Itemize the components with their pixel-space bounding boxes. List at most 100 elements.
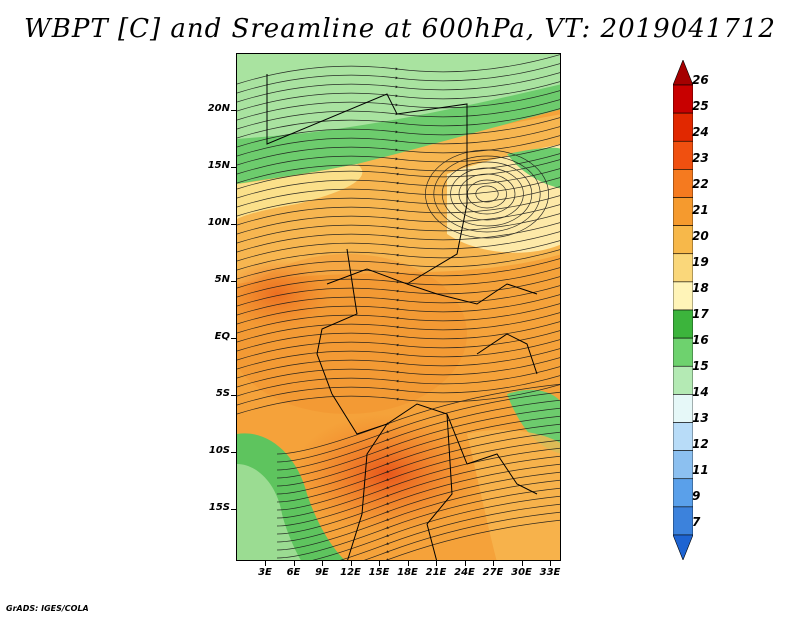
legend-swatch (673, 112, 693, 142)
streamline (237, 144, 560, 175)
legend-label: 16 (692, 333, 709, 347)
streamline (237, 330, 560, 361)
streamline (276, 407, 560, 479)
streamline (312, 495, 560, 560)
streamline (237, 81, 560, 112)
longitude-label: 33E (539, 567, 561, 578)
streamline (276, 415, 560, 487)
streamline (237, 186, 560, 217)
legend-swatch (673, 506, 693, 536)
latitude-label: 5S (215, 388, 230, 399)
legend-swatch (673, 169, 693, 198)
streamline (276, 391, 560, 463)
streamline (237, 168, 560, 199)
latitude-tick (231, 224, 236, 225)
legend-label: 21 (692, 203, 709, 217)
legend-swatch (673, 84, 693, 114)
streamline (237, 366, 560, 397)
legend-label: 13 (692, 411, 709, 425)
streamline (425, 149, 549, 239)
country-borders (266, 74, 538, 560)
longitude-label: 15E (368, 567, 390, 578)
legend-swatch (673, 253, 693, 283)
credit-text: GrADS: IGES/COLA (6, 604, 89, 613)
streamline (340, 503, 560, 560)
legend-label: 17 (692, 307, 709, 321)
streamline (237, 126, 560, 157)
streamline (237, 90, 560, 121)
streamline (433, 155, 541, 233)
field-north-yellow (237, 164, 363, 219)
legend-swatch (673, 478, 693, 508)
longitude-tick (265, 561, 266, 566)
legend-swatch (673, 309, 693, 339)
legend-label: 24 (692, 125, 709, 139)
longitude-tick (464, 561, 466, 566)
latitude-label: 15N (207, 160, 230, 171)
legend-swatch (673, 450, 693, 480)
streamline (237, 135, 560, 166)
streamlines (237, 54, 560, 560)
latitude-tick (231, 338, 236, 339)
legend-label: 11 (692, 463, 709, 477)
longitude-label: 6E (286, 567, 301, 578)
map-field (237, 54, 560, 560)
streamline (237, 54, 560, 85)
field-se-light (467, 429, 560, 560)
field-mid-warm (237, 254, 467, 414)
streamline (237, 213, 560, 244)
legend-bottom-triangle (673, 534, 693, 560)
longitude-label: 21E (425, 567, 447, 578)
field-ne-green (507, 147, 560, 189)
legend-label: 20 (692, 229, 709, 243)
streamline (237, 375, 560, 406)
latitude-tick (231, 281, 236, 282)
legend-label: 18 (692, 281, 709, 295)
longitude-tick (521, 561, 523, 566)
legend-swatch (673, 281, 693, 311)
streamline (237, 117, 560, 148)
streamline (237, 348, 560, 379)
longitude-tick (350, 561, 352, 566)
streamline (458, 173, 516, 215)
streamline (237, 240, 560, 271)
longitude-label: 30E (511, 567, 532, 578)
streamline (237, 249, 560, 280)
streamline (237, 63, 560, 94)
legend-label: 19 (692, 255, 709, 269)
streamline (237, 384, 560, 415)
streamline (237, 312, 560, 343)
legend-swatch (673, 337, 693, 367)
streamline (237, 222, 560, 253)
latitude-label: 15S (208, 502, 230, 513)
latitude-label: 10S (208, 445, 230, 456)
streamline (276, 487, 560, 559)
streamline (237, 177, 560, 208)
streamline (276, 463, 560, 535)
legend-label: 26 (692, 73, 709, 87)
streamline (385, 519, 560, 560)
streamline (276, 455, 560, 527)
longitude-tick (322, 561, 323, 566)
latitude-tick (231, 395, 236, 396)
latitude-label: 5N (214, 274, 230, 285)
legend-label: 7 (692, 515, 701, 529)
legend-swatch (673, 365, 693, 395)
streamline (237, 276, 560, 307)
legend-label: 14 (692, 385, 709, 399)
longitude-tick (293, 561, 295, 566)
legend-swatch (673, 225, 693, 255)
longitude-tick (379, 561, 380, 566)
streamline (237, 294, 560, 325)
color-legend (673, 60, 693, 560)
legend-top-triangle (673, 60, 693, 86)
legend-swatch (673, 394, 693, 423)
streamline (475, 185, 499, 203)
longitude-label: 9E (315, 567, 329, 578)
longitude-label: 24E (454, 567, 475, 578)
streamline (441, 161, 533, 227)
streamline (276, 399, 560, 471)
legend-label: 25 (692, 99, 709, 113)
longitude-label: 27E (482, 567, 504, 578)
streamline (450, 167, 524, 221)
